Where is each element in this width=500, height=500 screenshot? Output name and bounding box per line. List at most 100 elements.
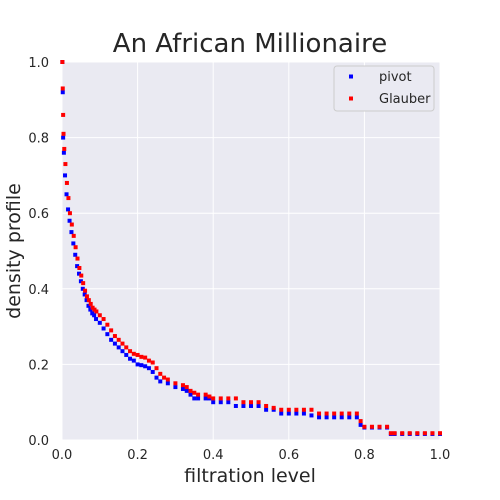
data-point-glauber <box>188 388 193 393</box>
data-point-glauber <box>135 352 140 357</box>
data-point-glauber <box>218 396 223 401</box>
data-point-pivot <box>279 411 284 416</box>
data-point-glauber <box>112 334 117 339</box>
data-point-pivot <box>84 298 89 303</box>
data-point-pivot <box>146 366 151 371</box>
data-point-glauber <box>62 146 67 151</box>
data-point-glauber <box>422 431 427 436</box>
data-point-pivot <box>131 358 136 363</box>
plot-area <box>62 62 440 440</box>
data-point-pivot <box>73 252 78 257</box>
data-point-pivot <box>66 207 71 212</box>
data-point-glauber <box>324 411 329 416</box>
data-point-glauber <box>377 424 382 429</box>
data-point-glauber <box>84 294 89 299</box>
data-point-glauber <box>143 355 148 360</box>
data-point-glauber <box>264 403 269 408</box>
x-tick-label: 0.8 <box>354 448 375 463</box>
y-tick-label: 0.4 <box>28 283 49 298</box>
data-point-glauber <box>339 411 344 416</box>
data-point-pivot <box>61 150 66 155</box>
series-glauber <box>60 60 442 436</box>
data-point-pivot <box>249 403 253 408</box>
data-point-glauber <box>203 392 208 397</box>
data-point-pivot <box>63 173 68 178</box>
data-point-glauber <box>162 375 167 380</box>
data-point-glauber <box>385 424 390 429</box>
data-point-glauber <box>71 233 76 238</box>
data-point-glauber <box>430 431 435 436</box>
data-point-glauber <box>60 86 65 91</box>
data-point-pivot <box>101 326 106 331</box>
data-point-glauber <box>154 366 159 371</box>
data-point-glauber <box>294 407 299 412</box>
data-point-pivot <box>77 271 82 276</box>
x-tick-label: 0.2 <box>127 448 148 463</box>
data-point-pivot <box>109 337 114 342</box>
data-point-pivot <box>192 396 197 401</box>
data-point-glauber <box>63 162 68 167</box>
data-point-glauber <box>128 349 133 354</box>
data-point-pivot <box>94 317 99 322</box>
data-point-pivot <box>301 411 306 416</box>
data-point-pivot <box>347 415 352 420</box>
data-point-glauber <box>301 407 306 412</box>
data-point-pivot <box>69 230 74 235</box>
data-point-pivot <box>309 413 314 418</box>
data-point-glauber <box>309 407 314 412</box>
data-point-glauber <box>165 377 170 382</box>
data-point-glauber <box>192 390 197 395</box>
data-point-glauber <box>61 112 66 117</box>
y-tick-label: 0.2 <box>28 358 49 373</box>
tick-labels: 0.0 0.2 0.4 0.6 0.8 1.0 0.0 0.2 0.4 0.6 0.8 1.0 <box>28 56 450 463</box>
data-point-pivot <box>143 364 148 369</box>
data-point-pivot <box>354 415 359 420</box>
data-point-glauber <box>86 298 91 303</box>
legend-marker-glauber <box>349 96 353 101</box>
x-tick-label: 0.0 <box>52 448 73 463</box>
data-point-glauber <box>358 419 363 424</box>
data-point-glauber <box>101 317 106 322</box>
data-point-glauber <box>392 431 397 436</box>
data-point-glauber <box>354 411 359 416</box>
data-point-glauber <box>120 341 125 346</box>
data-point-glauber <box>271 405 276 410</box>
data-point-pivot <box>97 320 102 325</box>
data-point-glauber <box>211 396 216 401</box>
data-point-glauber <box>131 351 136 356</box>
data-point-glauber <box>226 396 231 401</box>
data-point-glauber <box>66 196 71 201</box>
data-point-pivot <box>150 369 155 374</box>
data-point-pivot <box>233 403 238 408</box>
legend: pivot Glauber <box>333 65 435 112</box>
data-point-glauber <box>124 345 129 350</box>
data-point-pivot <box>60 90 65 95</box>
data-point-glauber <box>146 358 151 363</box>
data-point-pivot <box>218 400 223 405</box>
data-point-pivot <box>203 396 208 401</box>
data-point-pivot <box>324 415 329 420</box>
data-point-glauber <box>97 313 102 318</box>
data-point-pivot <box>211 400 216 405</box>
data-point-glauber <box>158 371 163 376</box>
data-point-glauber <box>83 288 88 293</box>
data-point-pivot <box>180 386 185 391</box>
data-point-glauber <box>81 281 86 286</box>
data-point-glauber <box>173 381 178 386</box>
data-point-pivot <box>188 392 193 397</box>
data-point-pivot <box>120 349 125 354</box>
y-tick-label: 0.8 <box>28 132 49 147</box>
data-point-glauber <box>150 360 155 365</box>
data-point-pivot <box>241 403 246 408</box>
data-point-pivot <box>165 381 170 386</box>
data-point-glauber <box>88 301 93 306</box>
data-point-pivot <box>61 135 66 140</box>
data-point-pivot <box>128 356 133 361</box>
grid-lines <box>61 61 441 441</box>
data-point-pivot <box>264 407 269 412</box>
data-point-glauber <box>347 411 352 416</box>
data-point-pivot <box>86 303 91 308</box>
data-point-glauber <box>196 392 201 397</box>
y-tick-label: 1.0 <box>28 56 49 71</box>
